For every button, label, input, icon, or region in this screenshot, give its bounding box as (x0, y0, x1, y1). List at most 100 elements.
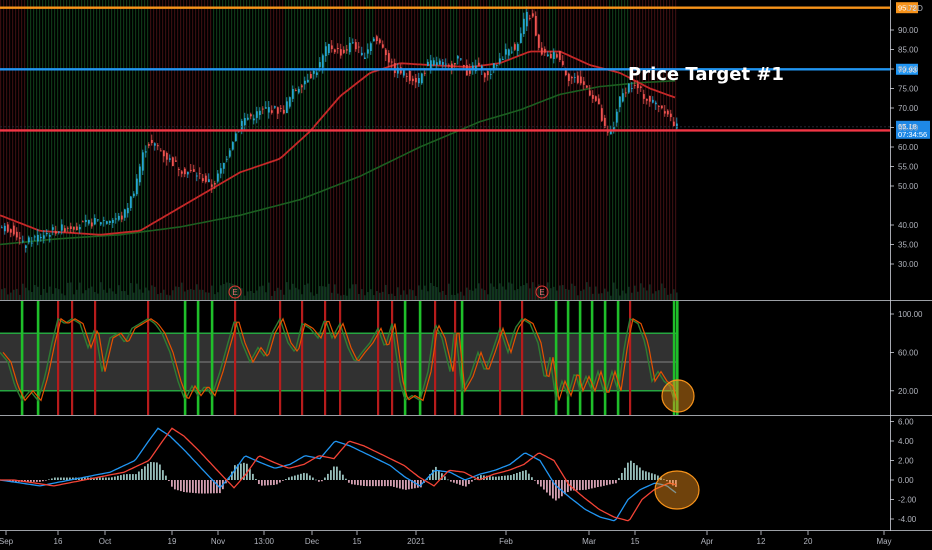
level-tag-label: 95.72 (898, 4, 917, 13)
background-band (261, 0, 263, 300)
stoch-highlight-circle (661, 379, 695, 413)
candle-body (601, 108, 603, 121)
background-band (144, 0, 146, 300)
candle-body (67, 227, 69, 229)
volume-bar (676, 292, 678, 300)
macd-hist-bar (318, 480, 320, 482)
macd-hist-bar (462, 480, 464, 486)
candle-body (244, 118, 246, 126)
background-band (189, 0, 191, 300)
volume-bar (40, 294, 42, 300)
macd-hist-bar (273, 480, 275, 485)
macd-hist-bar (96, 477, 98, 480)
background-band (0, 0, 2, 300)
background-band (270, 0, 272, 300)
candle-body (508, 49, 510, 56)
background-band (600, 0, 602, 300)
macd-hist-bar (261, 480, 263, 486)
volume-bar (226, 282, 228, 300)
candle-body (199, 173, 201, 175)
background-band (351, 0, 353, 300)
background-band (192, 0, 194, 300)
background-band (210, 0, 212, 300)
background-band (24, 0, 26, 300)
volume-bar (259, 286, 261, 300)
volume-bar (673, 289, 675, 300)
candle-body (613, 126, 615, 131)
macd-pane (0, 427, 700, 522)
volume-bar (163, 289, 165, 300)
background-band (558, 0, 560, 300)
background-band (480, 0, 482, 300)
x-tick-label: Nov (211, 537, 225, 546)
background-band (447, 0, 449, 300)
macd-hist-bar (489, 476, 491, 480)
ma-200-line (0, 80, 676, 246)
background-band (51, 0, 53, 300)
volume-bar (574, 285, 576, 300)
macd-hist-bar (321, 480, 323, 482)
candle-body (280, 107, 282, 109)
volume-bar (532, 282, 534, 300)
volume-bar (181, 282, 183, 300)
candle-body (37, 234, 39, 242)
candle-body (178, 169, 180, 171)
x-tick-label: Sep (0, 537, 14, 546)
macd-hist-bar (210, 480, 212, 494)
candle-body (139, 166, 141, 183)
macd-hist-bar (231, 471, 233, 480)
macd-hist-bar (468, 480, 470, 485)
candle-body (184, 168, 186, 175)
volume-bar (205, 292, 207, 300)
macd-hist-bar (351, 480, 353, 485)
candle-body (217, 173, 219, 182)
candle-body (430, 60, 432, 69)
volume-bar (37, 286, 39, 300)
candle-body (553, 52, 555, 59)
volume-bar (373, 295, 375, 300)
background-band (597, 0, 599, 300)
background-band (228, 0, 230, 300)
volume-bar (667, 294, 669, 300)
volume-bar (349, 288, 351, 300)
y-tick-label: 40.00 (898, 221, 919, 230)
volume-bar (70, 282, 72, 300)
candle-body (349, 42, 351, 53)
volume-bar (193, 289, 195, 300)
background-band (108, 0, 110, 300)
volume-bar (649, 284, 651, 300)
candle-body (55, 231, 57, 234)
macd-hist-bar (27, 480, 29, 482)
volume-bar (394, 295, 396, 300)
volume-bar (46, 292, 48, 300)
volume-bar (25, 287, 27, 300)
macd-hist-bar (183, 480, 185, 492)
candle-body (478, 62, 480, 66)
volume-bar (451, 294, 453, 300)
macd-hist-bar (663, 479, 665, 480)
background-band (276, 0, 278, 300)
macd-hist-bar (402, 480, 404, 490)
macd-hist-bar (132, 474, 134, 480)
volume-bar (31, 292, 33, 300)
candle-body (583, 81, 585, 85)
candle-body (145, 151, 147, 153)
last-price-label: 65.18 (898, 122, 917, 131)
background-band (513, 0, 515, 300)
volume-bar (436, 287, 438, 300)
volume-bar (643, 287, 645, 300)
macd-hist-bar (420, 480, 422, 488)
macd-hist-bar (546, 480, 548, 493)
volume-bar (292, 283, 294, 300)
background-band (303, 0, 305, 300)
volume-bar (316, 293, 318, 300)
background-band (9, 0, 11, 300)
macd-hist-bar (396, 480, 398, 488)
volume-bar (196, 284, 198, 300)
stoch-overbought-bar (377, 301, 380, 415)
stoch-overbought-bar (301, 301, 304, 415)
y-tick-label: 30.00 (898, 260, 919, 269)
candle-body (511, 51, 513, 53)
stoch-y-tick-label: 60.00 (898, 348, 919, 357)
